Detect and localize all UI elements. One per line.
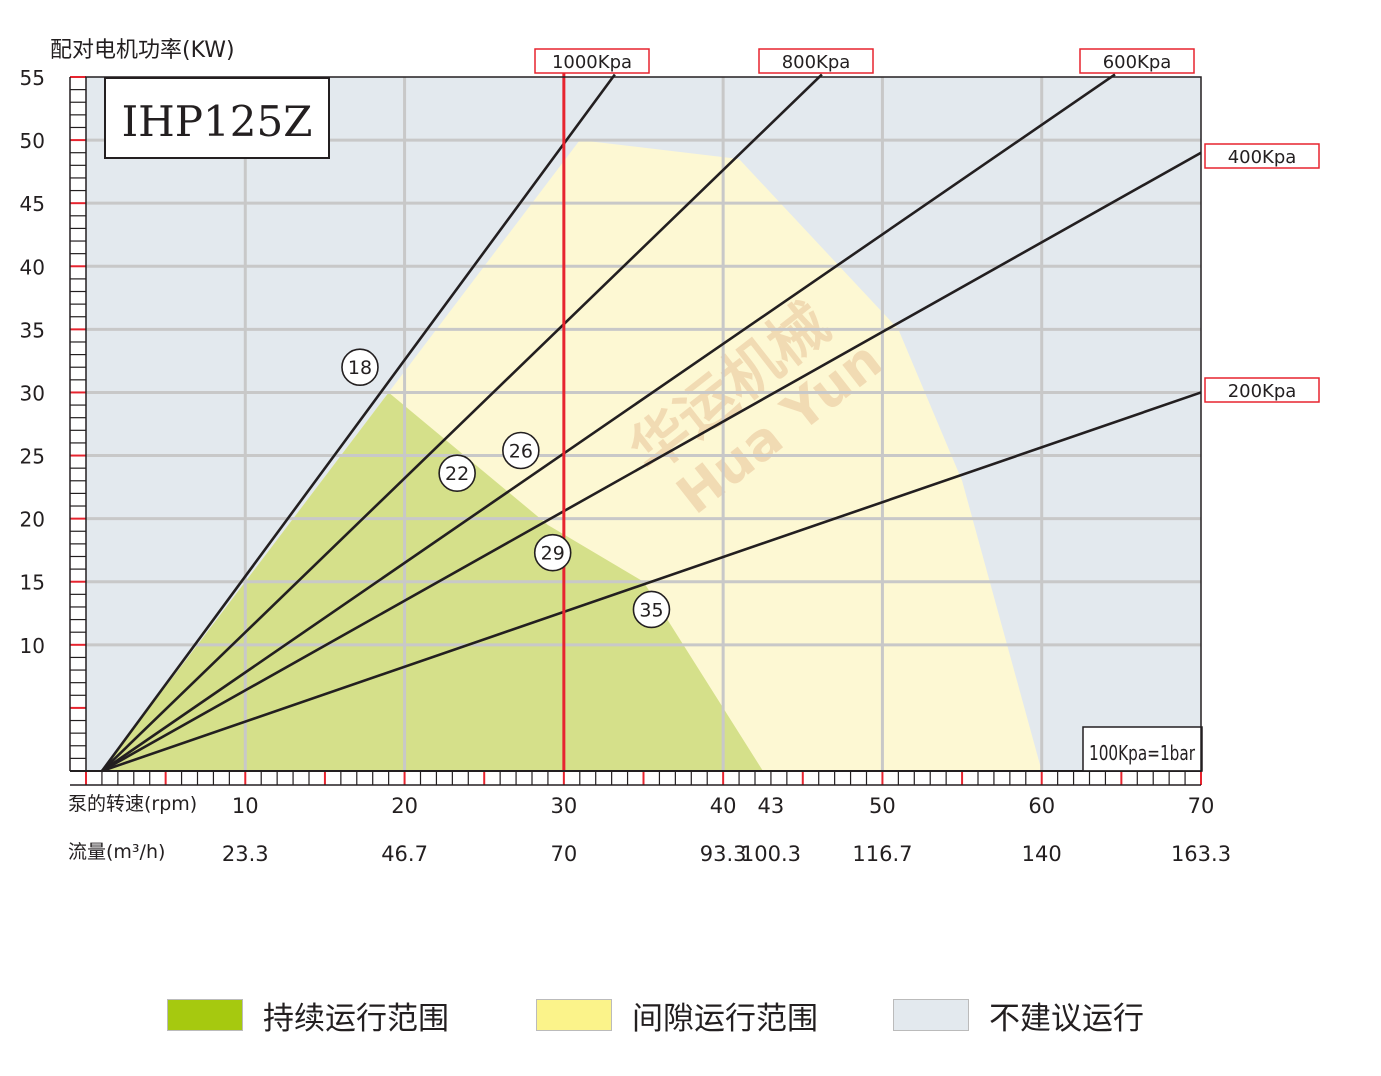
series-line	[100, 73, 616, 772]
markers: 18 22 26 29 35	[341, 348, 671, 629]
series-label: 1000Kpa	[552, 52, 632, 73]
y-tick-label: 20	[20, 508, 45, 532]
flow-tick-label: 116.7	[852, 842, 912, 866]
unit-note: 100Kpa=1bar	[1089, 741, 1196, 765]
flow-tick-label: 140	[1022, 842, 1062, 866]
legend: 持续运行范围 间隙运行范围 不建议运行	[0, 995, 1381, 1037]
x-tick-label: 50	[869, 794, 896, 818]
legend-swatch-not-recommended	[893, 999, 969, 1031]
marker-circle	[341, 348, 379, 387]
x-tick-label: 30	[550, 794, 577, 818]
flow-tick-label: 93.3	[700, 842, 747, 866]
flow-tick-label: 100.3	[741, 842, 801, 866]
flow-axis-label: 流量(m³/h)	[68, 841, 165, 863]
x-tick-label: 20	[391, 794, 418, 818]
x-tick-label: 70	[1188, 794, 1215, 818]
y-tick-label: 25	[20, 445, 45, 469]
series-label: 200Kpa	[1228, 381, 1297, 402]
legend-label-not-recommended: 不建议运行	[989, 1000, 1144, 1037]
model-box: IHP125Z	[104, 77, 330, 159]
flow-tick-label: 70	[550, 842, 577, 866]
series-line	[101, 151, 1202, 773]
model-title: IHP125Z	[122, 97, 313, 146]
flow-tick-label: 163.3	[1171, 842, 1231, 866]
y-tick-label: 10	[20, 634, 45, 658]
y-tick-label: 45	[20, 192, 45, 216]
y-tick-label: 15	[20, 571, 45, 595]
x-tick-labels: 10 20 30 40 43 50 60 70	[232, 794, 1214, 818]
series-label-box	[1204, 143, 1320, 169]
y-tick-labels: 10 15 20 25 30 35 40 45 50 55	[20, 66, 45, 658]
x-axis-label: 泵的转速(rpm)	[68, 793, 197, 815]
y-axis-label: 配对电机功率(KW)	[50, 38, 235, 63]
legend-item-not-recommended: 不建议运行	[893, 995, 1144, 1037]
series-line	[101, 73, 1116, 773]
legend-item-intermittent: 间隙运行范围	[536, 995, 818, 1037]
series-label-box	[1079, 48, 1195, 74]
series-labels: 1000Kpa 800Kpa 600Kpa 400Kpa 200Kpa	[534, 48, 1320, 403]
legend-label-continuous: 持续运行范围	[263, 1000, 449, 1037]
legend-label-intermittent: 间隙运行范围	[632, 1000, 818, 1037]
series-label-box	[758, 48, 874, 74]
legend-swatch-continuous	[167, 999, 243, 1031]
series-label: 400Kpa	[1228, 147, 1297, 168]
unit-note-box: 100Kpa=1bar	[1082, 726, 1203, 772]
x-tick-label: 40	[710, 794, 737, 818]
y-tick-label: 55	[20, 66, 45, 90]
marker-circle	[632, 590, 671, 629]
series-label-box	[534, 48, 650, 74]
series-line	[101, 391, 1202, 773]
marker-label: 35	[639, 599, 663, 621]
marker-label: 26	[509, 440, 533, 462]
y-tick-label: 50	[20, 129, 45, 153]
series-line	[101, 73, 823, 772]
series-label: 800Kpa	[782, 52, 851, 73]
pressure-curves	[100, 73, 1202, 773]
legend-item-continuous: 持续运行范围	[167, 995, 449, 1037]
marker-circle	[533, 533, 572, 572]
flow-tick-label: 46.7	[381, 842, 428, 866]
x-tick-label: 43	[758, 794, 785, 818]
flow-tick-label: 23.3	[222, 842, 269, 866]
series-label: 600Kpa	[1103, 52, 1172, 73]
legend-swatch-intermittent	[536, 999, 612, 1031]
x-tick-label: 10	[232, 794, 259, 818]
marker-circle	[438, 454, 476, 493]
y-tick-label: 30	[20, 381, 45, 405]
marker-label: 18	[348, 357, 372, 379]
marker-label: 29	[541, 543, 565, 565]
plot-border	[85, 76, 1202, 772]
x-tick-label: 60	[1028, 794, 1055, 818]
y-tick-label: 35	[20, 318, 45, 342]
y-tick-label: 40	[20, 255, 45, 279]
series-label-box	[1204, 377, 1320, 403]
marker-label: 22	[445, 463, 469, 485]
marker-circle	[502, 431, 540, 470]
